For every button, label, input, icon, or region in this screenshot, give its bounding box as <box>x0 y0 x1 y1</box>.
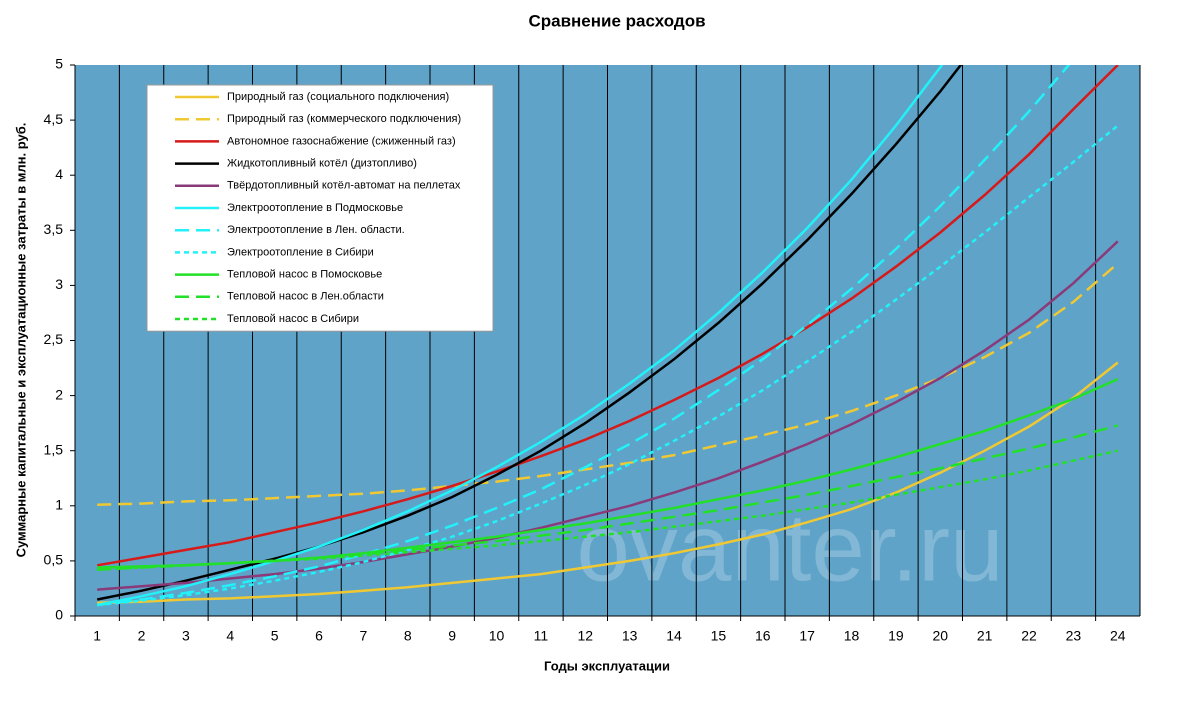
y-tick-label: 3,5 <box>44 221 64 237</box>
x-tick-label: 6 <box>315 628 323 644</box>
x-tick-label: 8 <box>404 628 412 644</box>
y-tick-label: 4 <box>55 166 63 182</box>
x-tick-label: 15 <box>711 628 727 644</box>
legend-label: Твёрдотопливный котёл-автомат на пеллета… <box>227 180 461 192</box>
x-tick-label: 23 <box>1066 628 1082 644</box>
y-tick-label: 1,5 <box>44 441 64 457</box>
x-tick-label: 5 <box>271 628 279 644</box>
y-tick-label: 4,5 <box>44 111 64 127</box>
legend-label: Автономное газоснабжение (сжиженный газ) <box>227 135 456 147</box>
legend-label: Электроотопление в Сибири <box>227 246 374 258</box>
series-line <box>97 424 1119 571</box>
x-tick-label: 7 <box>360 628 368 644</box>
x-tick-label: 18 <box>844 628 860 644</box>
x-tick-label: 14 <box>666 628 682 644</box>
x-tick-label: 3 <box>182 628 190 644</box>
legend-label: Тепловой насос в Сибири <box>227 313 359 325</box>
legend-label: Тепловой насос в Лен.области <box>227 291 384 303</box>
legend-label: Тепловой насос в Помосковье <box>227 269 382 281</box>
series-line <box>97 361 1119 605</box>
y-tick-label: 2 <box>55 386 63 402</box>
x-tick-label: 20 <box>933 628 949 644</box>
legend-label: Электроотопление в Подмосковье <box>227 202 403 214</box>
series-line <box>97 240 1119 591</box>
x-tick-label: 22 <box>1021 628 1037 644</box>
series-line <box>97 449 1119 571</box>
legend-label: Электроотопление в Лен. области. <box>227 224 405 236</box>
y-tick-label: 5 <box>55 56 63 72</box>
y-tick-label: 0,5 <box>44 552 64 568</box>
y-tick-label: 1 <box>55 497 63 513</box>
x-tick-label: 21 <box>977 628 993 644</box>
y-tick-label: 3 <box>55 276 63 292</box>
x-tick-label: 16 <box>755 628 771 644</box>
x-tick-label: 12 <box>578 628 594 644</box>
series-layer <box>96 65 1119 607</box>
x-tick-label: 11 <box>534 628 549 644</box>
chart-title: Сравнение расходов <box>528 11 705 30</box>
y-axis-title: Суммарные капитальные и эксплуатационные… <box>13 123 28 558</box>
series-line <box>97 124 1119 607</box>
legend-label: Природный газ (социального подключения) <box>227 91 449 103</box>
x-tick-label: 19 <box>888 628 904 644</box>
legend-label: Жидкотопливный котёл (дизтопливо) <box>227 158 417 170</box>
y-tick-label: 0 <box>55 607 63 623</box>
x-tick-label: 4 <box>226 628 234 644</box>
y-tick-label: 2,5 <box>44 331 64 347</box>
x-axis-title: Годы эксплуатации <box>544 658 670 673</box>
x-tick-label: 1 <box>93 628 101 644</box>
legend-label: Природный газ (коммерческого подключения… <box>227 113 461 125</box>
x-tick-label: 2 <box>138 628 146 644</box>
x-tick-label: 10 <box>489 628 505 644</box>
series-line <box>96 65 1119 567</box>
series-line <box>97 65 1071 607</box>
x-tick-label: 9 <box>448 628 456 644</box>
x-tick-label: 24 <box>1110 628 1126 644</box>
series-line <box>96 65 944 607</box>
x-tick-label: 13 <box>622 628 638 644</box>
x-tick-label: 17 <box>799 628 815 644</box>
